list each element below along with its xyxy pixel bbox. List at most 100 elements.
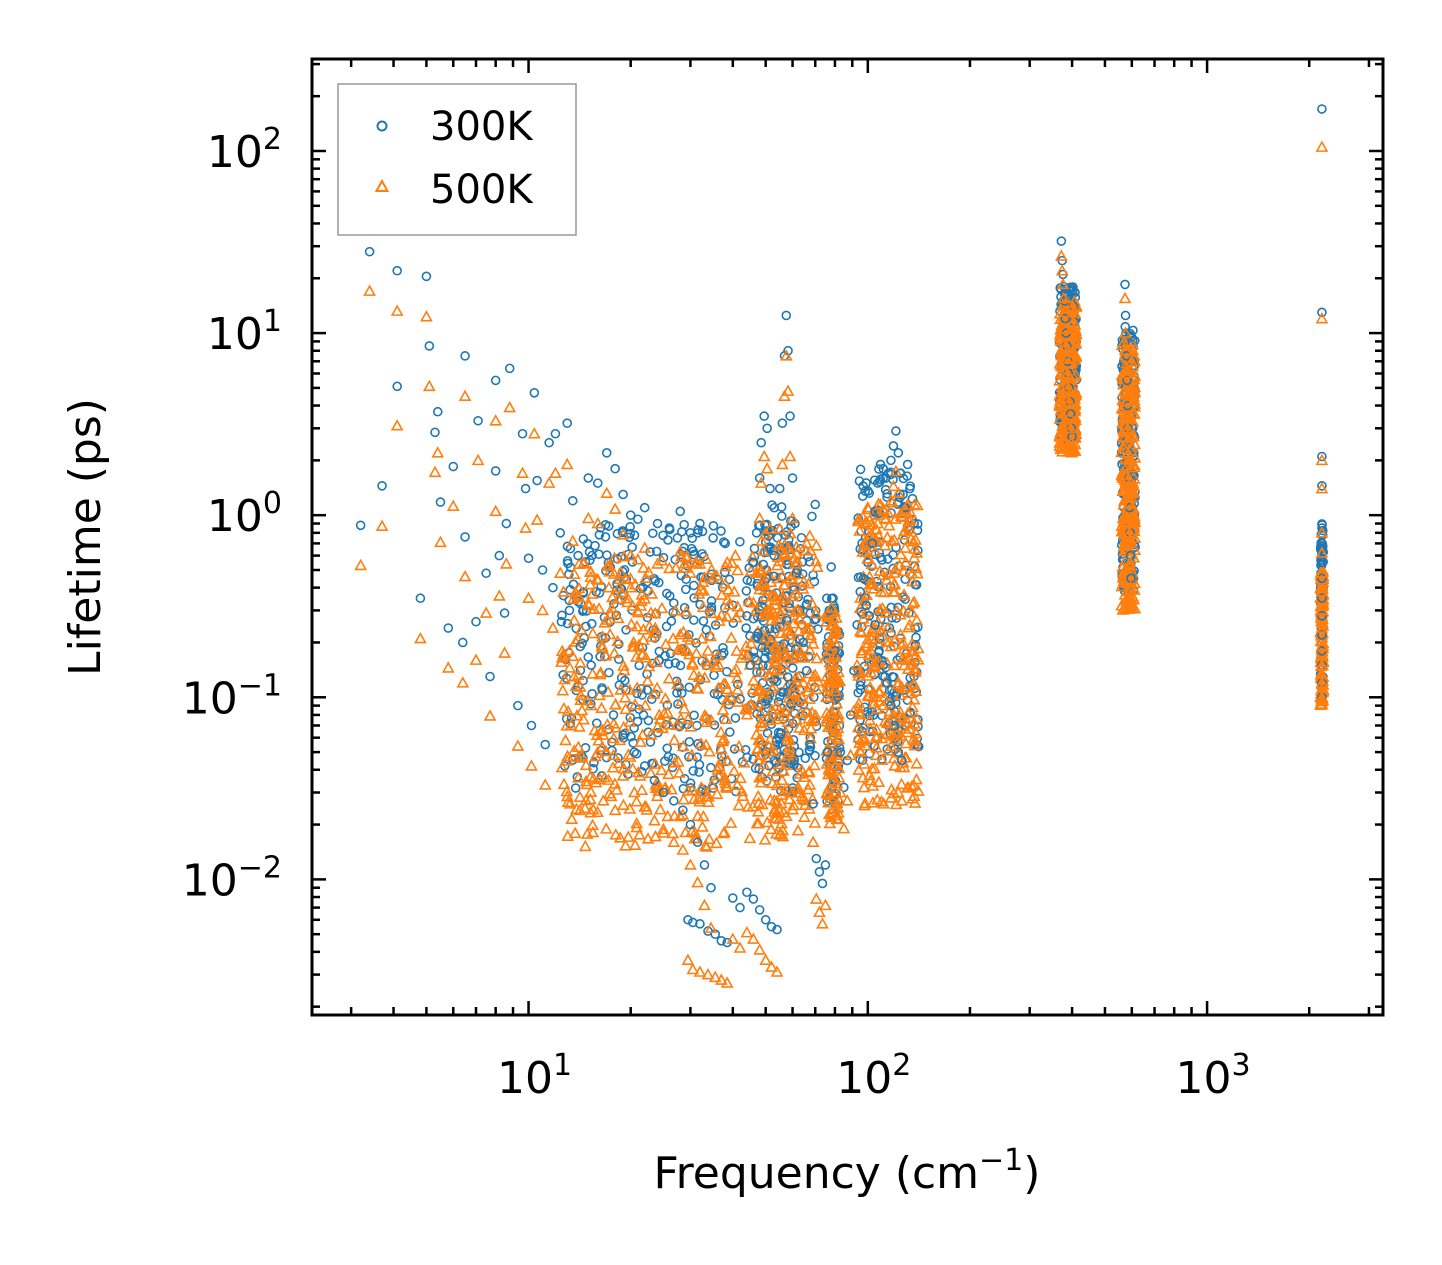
point-500k-band-957 <box>719 776 733 789</box>
point-500k-187 <box>1124 601 1138 613</box>
point-500k-band-1089 <box>670 718 684 731</box>
point-500k-band-502 <box>1124 461 1138 473</box>
point-500k-band-817 <box>615 586 628 598</box>
point-300k-119 <box>826 562 837 572</box>
point-500k-band-1170 <box>758 631 772 643</box>
point-500k-103 <box>781 384 795 396</box>
point-300k-band-1308 <box>886 602 897 613</box>
point-500k-band-1221 <box>803 666 817 679</box>
point-500k-band-499 <box>1122 599 1136 611</box>
point-500k-band-893 <box>781 715 795 728</box>
point-500k-band-1208 <box>808 758 821 771</box>
point-300k-10 <box>435 497 446 507</box>
point-500k-band-1065 <box>621 830 635 842</box>
point-500k-157 <box>1055 249 1068 261</box>
point-500k-23 <box>498 646 511 658</box>
point-500k-band-1099 <box>769 827 783 839</box>
point-500k-band-908 <box>686 658 699 670</box>
point-500k-band-658 <box>645 587 659 599</box>
point-500k-38 <box>560 457 574 470</box>
point-500k-band-891 <box>581 596 595 609</box>
point-300k-143 <box>893 448 904 458</box>
point-500k-band-1102 <box>717 677 731 690</box>
point-300k-band-708 <box>670 658 681 668</box>
point-300k-band-896 <box>627 542 637 552</box>
point-300k-band-1304 <box>861 478 871 488</box>
point-500k-band-1079 <box>710 836 723 849</box>
point-500k-band-1105 <box>572 771 585 783</box>
point-300k-band-546 <box>658 552 669 563</box>
point-500k-band-965 <box>567 613 581 626</box>
point-500k-band-1537 <box>888 632 902 645</box>
point-300k-band-1309 <box>857 491 868 501</box>
point-300k-151 <box>878 660 888 671</box>
point-500k-band-1576 <box>906 574 919 587</box>
point-300k-14 <box>460 351 470 361</box>
point-500k-band-1109 <box>715 742 728 754</box>
point-500k-18 <box>479 606 493 618</box>
point-300k-111 <box>805 739 815 750</box>
point-500k-band-1604 <box>908 739 922 751</box>
point-500k-band-794 <box>567 670 581 682</box>
point-500k-band-774 <box>791 824 805 836</box>
point-500k-band-1530 <box>865 557 879 570</box>
point-500k-band-836 <box>630 681 644 693</box>
point-500k-21 <box>489 504 503 517</box>
point-500k-band-1237 <box>808 668 822 680</box>
point-500k-band-708 <box>701 644 715 656</box>
point-500k-band-646 <box>697 584 711 596</box>
point-500k-band-1070 <box>619 702 633 715</box>
point-300k-33 <box>537 565 548 575</box>
point-300k-band-891 <box>557 610 567 621</box>
point-500k-band-877 <box>673 766 686 778</box>
point-500k-band-1344 <box>831 707 845 720</box>
point-500k-43 <box>600 486 614 499</box>
point-500k-band-1024 <box>693 795 706 807</box>
point-300k-band-916 <box>718 642 728 653</box>
point-500k-band-1366 <box>823 690 837 703</box>
point-500k-band-897 <box>558 672 572 685</box>
point-300k-band-844 <box>649 573 660 584</box>
point-500k-band-687 <box>628 578 642 590</box>
point-300k-105 <box>787 473 798 483</box>
point-500k-band-1426 <box>826 669 839 682</box>
point-300k-band-712 <box>684 736 695 747</box>
point-300k-59 <box>575 641 586 652</box>
point-500k-band-848 <box>679 825 692 838</box>
point-500k-band-932 <box>623 802 637 814</box>
point-300k-144 <box>895 468 906 479</box>
point-500k-63 <box>616 769 630 781</box>
point-300k-152 <box>882 678 892 688</box>
point-500k-band-1095 <box>609 828 623 840</box>
point-300k-9 <box>432 406 443 417</box>
point-500k-band-1010 <box>705 563 718 575</box>
point-500k-band-710 <box>630 816 644 829</box>
point-500k-115 <box>816 917 829 929</box>
point-500k-band-1681 <box>909 662 922 675</box>
point-500k-band-1264 <box>805 596 819 609</box>
point-500k-129 <box>853 624 867 637</box>
point-500k-band-1216 <box>765 613 778 626</box>
point-300k-109 <box>798 637 809 648</box>
point-500k-band-1062 <box>595 639 609 651</box>
point-300k-49 <box>652 518 663 529</box>
point-300k-94 <box>756 437 766 448</box>
point-300k-5 <box>415 593 426 604</box>
point-500k-band-1605 <box>908 717 922 729</box>
point-500k-band-768 <box>555 760 569 773</box>
point-500k-band-1233 <box>803 692 816 704</box>
point-300k-band-931 <box>725 727 735 737</box>
point-500k-band-1550 <box>910 546 924 558</box>
point-500k-band-882 <box>593 667 607 680</box>
point-300k-0 <box>355 520 366 531</box>
point-500k-band-1050 <box>698 571 711 583</box>
point-500k-band-1299 <box>802 765 816 777</box>
point-300k-band-1073 <box>769 502 780 513</box>
point-500k-band-683 <box>641 832 655 844</box>
point-500k-band-1191 <box>782 541 795 554</box>
point-500k-band-1574 <box>910 613 924 626</box>
point-500k-97 <box>763 522 777 534</box>
point-300k-107 <box>792 565 803 575</box>
point-500k-band-940 <box>567 592 580 604</box>
point-300k-104 <box>785 411 795 421</box>
